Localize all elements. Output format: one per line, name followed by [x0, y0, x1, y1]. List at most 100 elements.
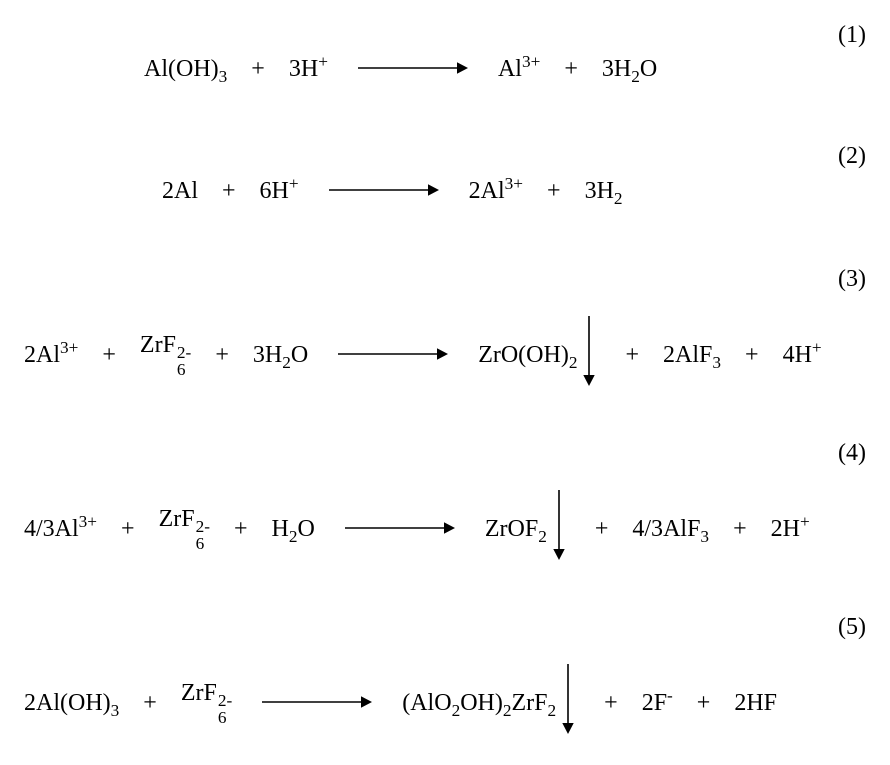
species-hexafluorozirconate: ZrF2-6 [181, 680, 232, 727]
species-hydrogen-fluoride: 2HF [734, 690, 777, 717]
formula: Al(OH)3 [36, 690, 119, 717]
formula: ZrO(OH)2 [478, 342, 577, 369]
plus-sign: + [697, 690, 711, 717]
formula: H2O [265, 342, 308, 369]
plus-sign: + [234, 516, 248, 543]
plus-sign: + [222, 178, 236, 205]
formula: H2 [597, 178, 623, 205]
species-zirconium-oxyhydroxide: ZrO(OH)2 [478, 324, 601, 386]
formula: Al(OH)3 [144, 56, 227, 83]
equation-label-3: (3) [838, 266, 866, 293]
coefficient: 3 [585, 178, 597, 205]
precipitate-indicator [581, 324, 597, 386]
formula: (AlO2OH)2ZrF2 [402, 690, 556, 717]
precipitate-indicator [560, 672, 576, 734]
reaction-arrow [262, 690, 372, 717]
coefficient: 2 [663, 342, 675, 369]
species-water: 3H2O [253, 342, 308, 369]
plus-sign: + [215, 342, 229, 369]
formula: H2O [614, 56, 657, 83]
reaction-arrow-icon [358, 60, 468, 76]
coefficient: 2 [642, 690, 654, 717]
plus-sign: + [595, 516, 609, 543]
reaction-arrow [358, 56, 468, 83]
coefficient: 2 [24, 342, 36, 369]
species-aluminium-cation: Al3+ [498, 56, 540, 83]
formula: Al3+ [55, 516, 97, 543]
coefficient: 3 [602, 56, 614, 83]
formula: F- [654, 690, 673, 717]
formula: Al3+ [36, 342, 78, 369]
species-aluminium-hydroxide: 2Al(OH)3 [24, 690, 119, 717]
species-fluoride: 2F- [642, 690, 673, 717]
coefficient: 3 [289, 56, 301, 83]
species-water: 3H2O [602, 56, 657, 83]
formula: ZrF2-6 [140, 332, 191, 379]
species-aluminate-zirconium-fluoride: (AlO2OH)2ZrF2 [402, 672, 580, 734]
plus-sign: + [733, 516, 747, 543]
equation-2: 2Al+6H+2Al3++3H2 [150, 178, 635, 205]
species-zirconium-oxyfluoride: ZrOF2 [485, 498, 571, 560]
formula: HF [746, 690, 777, 717]
species-aluminium-cation: 2Al3+ [24, 342, 78, 369]
plus-sign: + [143, 690, 157, 717]
equation-1: Al(OH)3+3H+Al3++3H2O [132, 56, 669, 83]
equation-canvas: (1)Al(OH)3+3H+Al3++3H2O(2)2Al+6H+2Al3++3… [0, 0, 890, 765]
coefficient: 2 [162, 178, 174, 205]
precipitate-arrow-icon [551, 490, 567, 560]
species-proton: 4H+ [783, 342, 822, 369]
equation-3: 2Al3++ZrF2-6+3H2OZrO(OH)2+2AlF3+4H+ [12, 324, 834, 386]
species-aluminium: 2Al [162, 178, 198, 205]
formula: ZrF2-6 [181, 680, 232, 727]
precipitate-arrow-icon [581, 316, 597, 386]
plus-sign: + [604, 690, 618, 717]
species-proton: 2H+ [771, 516, 810, 543]
equation-label-1: (1) [838, 22, 866, 49]
formula: H+ [301, 56, 328, 83]
species-aluminium-fluoride: 4/3AlF3 [632, 516, 709, 543]
reaction-arrow-icon [338, 346, 448, 362]
coefficient: 2 [24, 690, 36, 717]
precipitate-indicator [551, 498, 567, 560]
formula: AlF3 [663, 516, 709, 543]
coefficient: 4 [783, 342, 795, 369]
precipitate-arrow-icon [560, 664, 576, 734]
species-water: H2O [272, 516, 315, 543]
equation-label-4: (4) [838, 440, 866, 467]
reaction-arrow [345, 516, 455, 543]
reaction-arrow-icon [329, 182, 439, 198]
formula: ZrOF2 [485, 516, 547, 543]
reaction-arrow [338, 342, 448, 369]
species-aluminium-cation: 2Al3+ [469, 178, 523, 205]
species-aluminium-hydroxide: Al(OH)3 [144, 56, 227, 83]
coefficient: 2 [771, 516, 783, 543]
reaction-arrow [329, 178, 439, 205]
formula: Al3+ [498, 56, 540, 83]
species-aluminium-cation: 4/3Al3+ [24, 516, 97, 543]
plus-sign: + [102, 342, 116, 369]
formula: H+ [272, 178, 299, 205]
equation-5: 2Al(OH)3+ZrF2-6(AlO2OH)2ZrF2+2F-+2HF [12, 672, 789, 734]
coefficient: 4/3 [632, 516, 663, 543]
formula: H+ [783, 516, 810, 543]
plus-sign: + [625, 342, 639, 369]
formula: Al [174, 178, 198, 205]
species-hexafluorozirconate: ZrF2-6 [140, 332, 191, 379]
plus-sign: + [251, 56, 265, 83]
formula: H2O [272, 516, 315, 543]
reaction-arrow-icon [262, 694, 372, 710]
coefficient: 4/3 [24, 516, 55, 543]
plus-sign: + [121, 516, 135, 543]
coefficient: 3 [253, 342, 265, 369]
coefficient: 2 [469, 178, 481, 205]
plus-sign: + [745, 342, 759, 369]
species-aluminium-fluoride: 2AlF3 [663, 342, 721, 369]
coefficient: 2 [734, 690, 746, 717]
species-proton: 6H+ [260, 178, 299, 205]
formula: ZrF2-6 [159, 506, 210, 553]
species-hexafluorozirconate: ZrF2-6 [159, 506, 210, 553]
plus-sign: + [564, 56, 578, 83]
equation-label-5: (5) [838, 614, 866, 641]
formula: H+ [795, 342, 822, 369]
equation-label-2: (2) [838, 143, 866, 170]
